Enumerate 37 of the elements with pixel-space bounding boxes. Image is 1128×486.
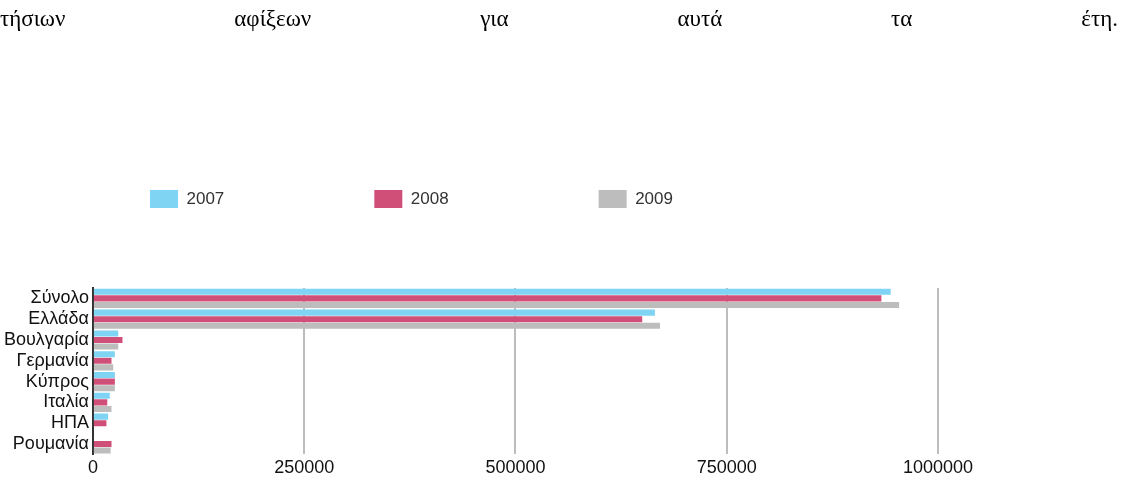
legend-label: 2007 [186,188,225,208]
bar [93,371,115,379]
y-tick-label: Σύνολο [30,287,89,308]
x-tick-label: 0 [87,457,98,478]
chart-title: τήσιων αφίξεων για αυτά τα έτη. [0,6,1118,33]
bar [93,440,112,448]
bar [93,392,110,399]
bar [93,295,882,302]
y-tick-label: Βουλγαρία [3,328,89,349]
x-tick-label: 1000000 [902,457,974,478]
x-tick-label: 750000 [696,457,757,478]
bar [93,385,115,392]
bar [93,336,123,344]
bar [93,357,112,364]
y-tick-label: Ιταλία [43,391,89,412]
x-tick-label: 500000 [485,457,546,478]
y-tick-label: Γερμανία [16,349,89,370]
bar [93,399,108,406]
bar [93,351,115,358]
bar [93,447,111,454]
y-tick-label: ΗΠΑ [50,412,89,433]
y-tick-label: Κύπρος [25,370,90,391]
bar [93,420,107,427]
y-tick-label: Ρουμανία [12,432,89,453]
bar [93,288,891,295]
bar [93,330,119,337]
bar [93,309,655,316]
bar [93,364,114,371]
x-tick-label: 250000 [274,457,335,478]
bar [93,378,115,385]
legend-label: 2008 [410,188,449,208]
y-tick-label: Ελλάδα [28,308,89,329]
bar [93,316,643,323]
legend-label: 2009 [635,188,673,208]
bar [93,405,112,413]
bar [93,343,119,350]
bar [93,413,109,420]
